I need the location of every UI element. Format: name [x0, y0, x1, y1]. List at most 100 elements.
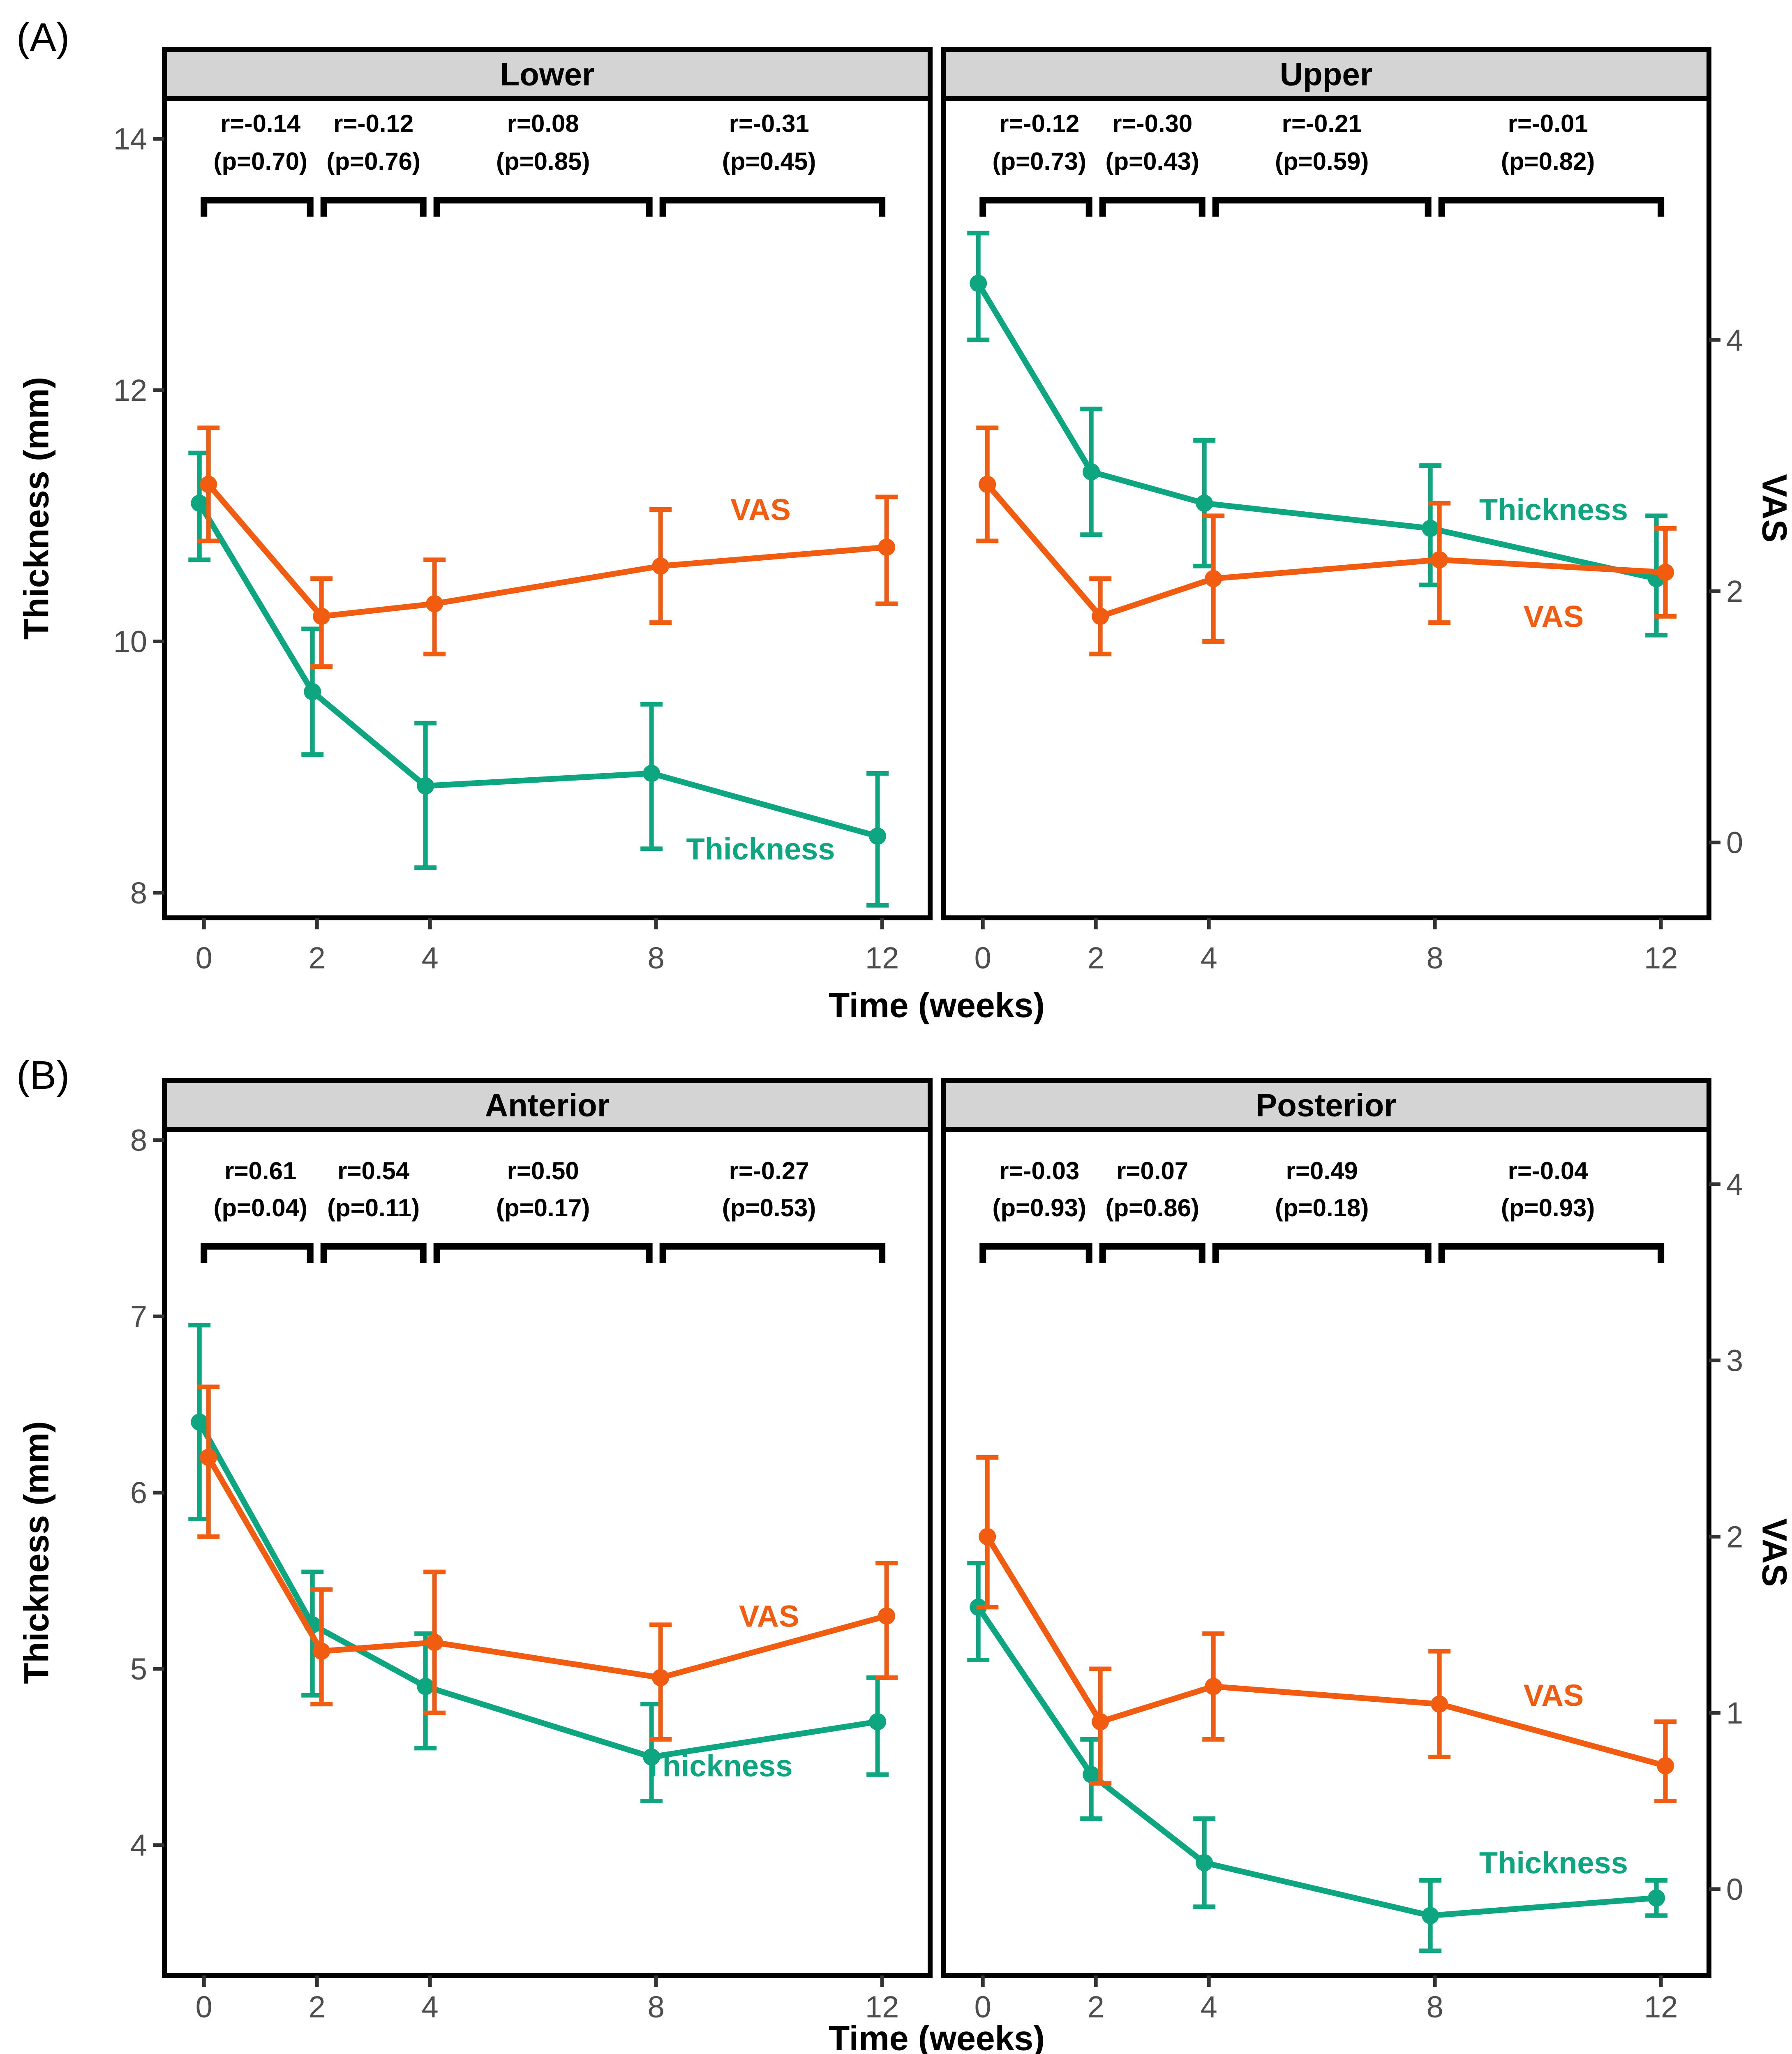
y-tick-label-left: 5 — [130, 1652, 147, 1686]
data-point — [304, 683, 321, 700]
interval-bracket — [433, 197, 653, 217]
x-tick-label: 12 — [865, 1990, 899, 2024]
interval-bracket — [979, 197, 1092, 217]
data-point — [652, 557, 670, 575]
facet-anterior: Anterior r=0.61 (p=0.04) r=0.54 (p=0.11) r=0.… — [162, 1078, 933, 2024]
interval-bracket — [1099, 1243, 1205, 1263]
correlation-p: (p=0.18) — [1275, 1194, 1369, 1222]
data-point — [643, 765, 660, 782]
data-point — [878, 1607, 896, 1625]
y-tick-label-right: 4 — [1726, 323, 1743, 357]
series-label-thickness: Thickness — [1479, 1846, 1628, 1880]
y-tick-label-right: 2 — [1726, 574, 1743, 608]
interval-bracket — [979, 1243, 1092, 1263]
series-label-vas: VAS — [1524, 1678, 1584, 1712]
correlation-p: (p=0.43) — [1105, 148, 1199, 175]
x-tick-label: 8 — [648, 1990, 665, 2024]
data-point — [426, 1633, 443, 1651]
data-point — [970, 275, 987, 292]
plot-area — [941, 96, 1711, 920]
facet-title: Upper — [1280, 56, 1372, 92]
data-point — [1083, 1766, 1100, 1784]
data-point — [1422, 520, 1439, 537]
series-vas: VAS — [976, 425, 1677, 656]
data-point — [1196, 1854, 1213, 1871]
x-axis-title: Time (weeks) — [829, 2019, 1045, 2054]
correlation-p: (p=0.11) — [327, 1194, 420, 1222]
interval-bracket — [1438, 197, 1665, 217]
data-point — [191, 1413, 208, 1431]
panel-B: (B) Anterior r=0.61 (p=0.04) r=0.54 (p=0.11) r… — [16, 1053, 1792, 2054]
interval-bracket — [1099, 197, 1205, 217]
correlation-p: (p=0.70) — [214, 148, 307, 175]
x-tick-label: 2 — [309, 941, 326, 975]
data-point — [1205, 1677, 1222, 1695]
x-tick-label: 0 — [975, 1990, 991, 2024]
plot-area — [941, 1127, 1711, 1978]
series-label-vas: VAS — [1524, 599, 1584, 633]
correlation-r: r=-0.12 — [999, 110, 1079, 137]
y-tick-label-left: 7 — [130, 1299, 147, 1333]
correlation-p: (p=0.82) — [1501, 148, 1595, 175]
y-tick-label-left: 8 — [130, 876, 147, 910]
y-tick-label-left: 4 — [130, 1828, 147, 1862]
x-tick-label: 12 — [1644, 941, 1678, 975]
correlation-r: r=-0.12 — [333, 110, 413, 137]
correlation-r: r=0.61 — [224, 1157, 296, 1185]
x-tick-label: 8 — [648, 941, 665, 975]
x-tick-label: 4 — [1201, 1990, 1217, 2024]
y-axis-title-left: Thickness (mm) — [17, 377, 55, 640]
series-label-thickness: Thickness — [686, 832, 835, 866]
correlation-r: r=-0.01 — [1508, 110, 1588, 137]
y-axis-title-right: VAS — [1755, 474, 1792, 542]
x-tick-label: 8 — [1427, 941, 1443, 975]
x-tick-label: 12 — [865, 941, 899, 975]
x-tick-label: 4 — [422, 941, 439, 975]
y-tick-label-left: 8 — [130, 1123, 147, 1158]
plot-area — [162, 96, 933, 920]
data-point — [417, 777, 434, 795]
data-point — [979, 1528, 996, 1546]
data-point — [878, 538, 896, 556]
correlation-p: (p=0.04) — [214, 1194, 307, 1222]
correlation-r: r=0.54 — [337, 1157, 410, 1185]
data-point — [1092, 1713, 1109, 1731]
correlation-p: (p=0.76) — [326, 148, 420, 175]
correlation-p: (p=0.85) — [496, 148, 590, 175]
y-tick-label-right: 1 — [1726, 1696, 1743, 1730]
x-tick-label: 2 — [309, 1990, 326, 2024]
correlation-r: r=-0.14 — [220, 110, 301, 137]
interval-bracket — [1212, 1243, 1432, 1263]
correlation-p: (p=0.45) — [722, 148, 816, 175]
correlation-p: (p=0.86) — [1105, 1194, 1199, 1222]
correlation-p: (p=0.73) — [993, 148, 1086, 175]
series-label-thickness: Thickness — [644, 1749, 792, 1783]
series-thickness: Thickness — [188, 451, 889, 908]
x-tick-label: 4 — [1201, 941, 1217, 975]
correlation-r: r=-0.03 — [999, 1157, 1079, 1185]
correlation-r: r=-0.04 — [1508, 1157, 1589, 1185]
data-point — [869, 827, 887, 845]
data-point — [1092, 608, 1109, 625]
x-tick-label: 4 — [422, 1990, 439, 2024]
y-tick-label-left: 12 — [113, 373, 147, 407]
interval-bracket — [1212, 197, 1432, 217]
correlation-p: (p=0.93) — [993, 1194, 1086, 1222]
interval-bracket — [659, 197, 886, 217]
facet-title: Lower — [500, 56, 595, 92]
correlation-r: r=0.08 — [507, 110, 579, 137]
data-point — [313, 1643, 330, 1660]
interval-bracket — [659, 1243, 886, 1263]
y-axis-title-right: VAS — [1755, 1518, 1792, 1587]
y-tick-label-left: 6 — [130, 1476, 147, 1510]
data-point — [200, 476, 217, 493]
facet-lower: Lower r=-0.14 (p=0.70) r=-0.12 (p=0.76) r=0.0… — [162, 47, 933, 975]
interval-bracket — [320, 197, 427, 217]
x-tick-label: 12 — [1644, 1990, 1678, 2024]
correlation-r: r=-0.30 — [1112, 110, 1192, 137]
data-point — [869, 1713, 887, 1731]
x-tick-label: 0 — [975, 941, 991, 975]
y-tick-label-right: 0 — [1726, 1872, 1743, 1906]
correlation-p: (p=0.17) — [496, 1194, 590, 1222]
